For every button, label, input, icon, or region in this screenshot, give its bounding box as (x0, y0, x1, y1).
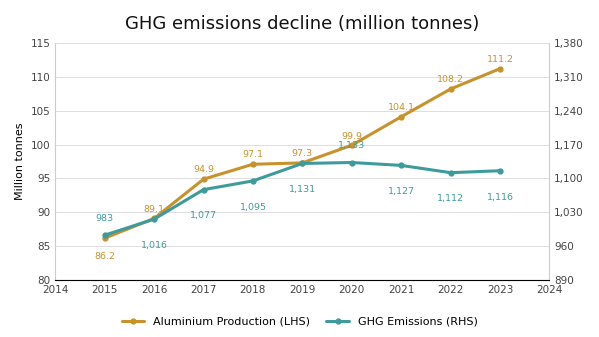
Aluminium Production (LHS) (200, 177, 207, 181)
Legend: Aluminium Production (LHS), GHG Emissions (RHS): Aluminium Production (LHS), GHG Emission… (117, 312, 482, 332)
Text: 111.2: 111.2 (486, 55, 513, 64)
Aluminium Production (LHS) (150, 216, 158, 220)
Text: 97.3: 97.3 (292, 149, 313, 158)
GHG Emissions (RHS) (497, 169, 504, 173)
Text: 1,133: 1,133 (338, 142, 365, 150)
Text: 1,127: 1,127 (388, 187, 415, 196)
GHG Emissions (RHS) (447, 171, 454, 175)
GHG Emissions (RHS) (200, 188, 207, 192)
GHG Emissions (RHS) (101, 233, 108, 237)
Text: 1,016: 1,016 (141, 241, 168, 250)
Title: GHG emissions decline (million tonnes): GHG emissions decline (million tonnes) (125, 15, 480, 33)
Text: 108.2: 108.2 (437, 75, 464, 84)
Aluminium Production (LHS) (101, 236, 108, 240)
Text: 89.1: 89.1 (144, 205, 165, 214)
GHG Emissions (RHS) (348, 160, 355, 164)
Text: 94.9: 94.9 (193, 165, 214, 175)
GHG Emissions (RHS) (299, 161, 306, 165)
GHG Emissions (RHS) (398, 163, 405, 167)
Aluminium Production (LHS) (249, 162, 256, 166)
Text: 104.1: 104.1 (388, 103, 415, 112)
Aluminium Production (LHS) (447, 87, 454, 91)
Aluminium Production (LHS) (299, 161, 306, 165)
Y-axis label: Million tonnes: Million tonnes (15, 123, 25, 200)
Text: 1,095: 1,095 (240, 203, 267, 212)
GHG Emissions (RHS) (150, 217, 158, 221)
GHG Emissions (RHS) (249, 179, 256, 183)
Aluminium Production (LHS) (348, 143, 355, 147)
Text: 983: 983 (96, 214, 114, 223)
Text: 1,077: 1,077 (190, 211, 217, 220)
Text: 1,116: 1,116 (486, 192, 513, 202)
Text: 86.2: 86.2 (94, 252, 115, 261)
Text: 99.9: 99.9 (341, 131, 362, 141)
Line: GHG Emissions (RHS): GHG Emissions (RHS) (102, 160, 503, 238)
Text: 1,131: 1,131 (289, 185, 316, 194)
Text: 1,112: 1,112 (437, 194, 464, 204)
Aluminium Production (LHS) (398, 115, 405, 119)
Text: 97.1: 97.1 (243, 151, 264, 159)
Line: Aluminium Production (LHS): Aluminium Production (LHS) (102, 66, 503, 241)
Aluminium Production (LHS) (497, 67, 504, 71)
